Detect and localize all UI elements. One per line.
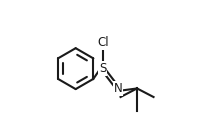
Text: N: N [114, 82, 122, 95]
Text: Cl: Cl [97, 36, 108, 49]
Text: S: S [99, 62, 106, 75]
